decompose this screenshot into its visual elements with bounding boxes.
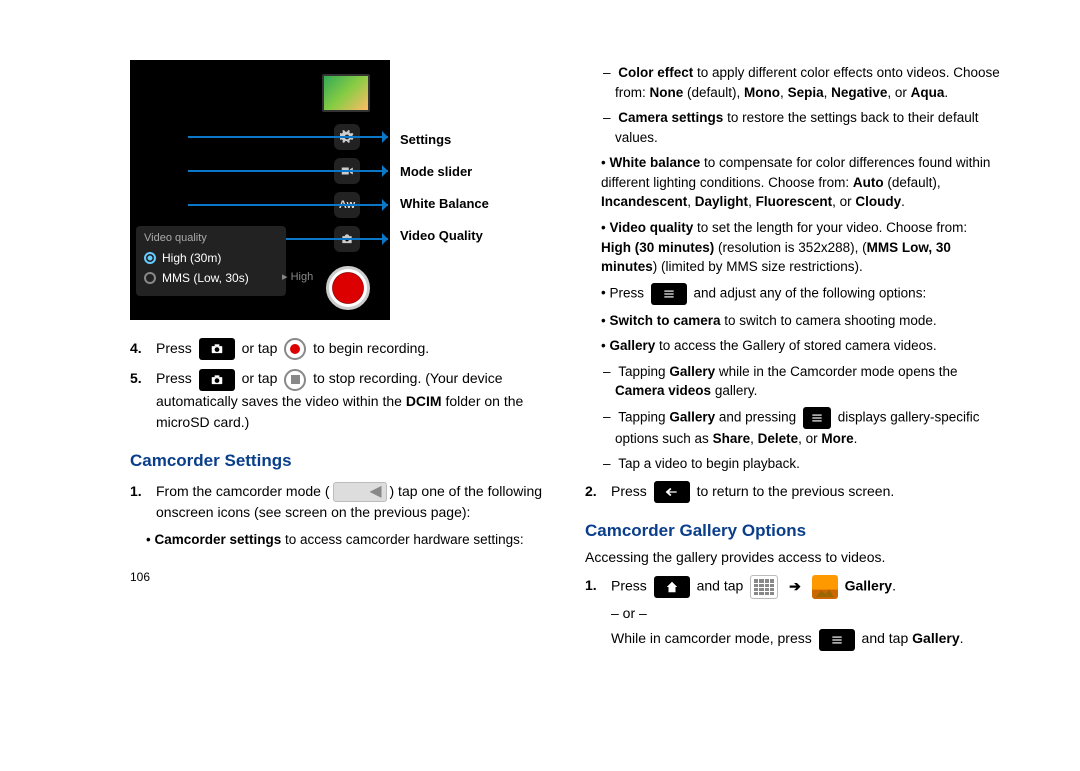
page-number: 106 — [130, 570, 545, 584]
step-1-gallery: 1. Press and tap ➔ Gallery. – or – While… — [585, 575, 1000, 650]
record-icon — [284, 338, 306, 360]
video-quality-tooltip: Video quality High (30m) MMS (Low, 30s) — [136, 226, 286, 296]
tooltip-option: MMS (Low, 30s) — [162, 271, 249, 285]
bullet-video-quality: Video quality to set the length for your… — [585, 218, 1000, 277]
bullet-camcorder-settings: Camcorder settings to access camcorder h… — [130, 530, 545, 550]
record-button — [326, 266, 370, 310]
gallery-app-icon — [812, 575, 838, 599]
callout-white-balance: White Balance — [400, 192, 489, 216]
step-4: 4. Press or tap to begin recording. — [130, 338, 545, 360]
callout-settings: Settings — [400, 128, 489, 152]
tooltip-option: High (30m) — [162, 251, 221, 265]
menu-key-icon — [651, 283, 687, 305]
bullet-tap-video: Tap a video to begin playback. — [585, 454, 1000, 474]
thumbnail-preview — [322, 74, 370, 112]
bullet-tap-gallery-menu: Tapping Gallery and pressing displays ga… — [585, 407, 1000, 449]
bullet-switch-camera: Switch to camera to switch to camera sho… — [585, 311, 1000, 331]
or-separator: – or – — [611, 603, 1000, 624]
section-heading-camcorder-settings: Camcorder Settings — [130, 451, 545, 471]
camera-key-icon — [199, 338, 235, 360]
bullet-gallery: Gallery to access the Gallery of stored … — [585, 336, 1000, 356]
back-key-icon — [654, 481, 690, 503]
callout-mode-slider: Mode slider — [400, 160, 489, 184]
home-key-icon — [654, 576, 690, 598]
bullet-camera-settings: Camera settings to restore the settings … — [585, 108, 1000, 147]
callout-labels: Settings Mode slider White Balance Video… — [400, 60, 489, 248]
leader-line — [188, 170, 388, 172]
camera-key-icon — [199, 369, 235, 391]
mode-slider-icon — [333, 482, 387, 502]
tooltip-title: Video quality — [144, 232, 278, 244]
high-indicator: ▸ High — [282, 270, 313, 283]
bullet-press-menu: Press and adjust any of the following op… — [585, 283, 1000, 305]
bullet-color-effect: Color effect to apply different color ef… — [585, 63, 1000, 102]
step-2-return: 2. Press to return to the previous scree… — [585, 481, 1000, 503]
menu-key-icon — [819, 629, 855, 651]
menu-key-icon — [803, 407, 831, 429]
camcorder-screenshot-figure: Aw Video quality High (30m) MMS (Low, 30… — [130, 60, 545, 320]
step-1-settings: 1. From the camcorder mode () tap one of… — [130, 481, 545, 523]
stop-icon — [284, 369, 306, 391]
gallery-intro-text: Accessing the gallery provides access to… — [585, 549, 1000, 565]
bullet-tap-gallery-open: Tapping Gallery while in the Camcorder m… — [585, 362, 1000, 401]
arrow-icon: ➔ — [789, 576, 801, 597]
apps-grid-icon — [750, 575, 778, 599]
leader-line — [188, 136, 388, 138]
callout-video-quality: Video Quality — [400, 224, 489, 248]
section-heading-gallery-options: Camcorder Gallery Options — [585, 521, 1000, 541]
step-5: 5. Press or tap to stop recording. (Your… — [130, 368, 545, 432]
phone-screenshot: Aw Video quality High (30m) MMS (Low, 30… — [130, 60, 390, 320]
leader-line — [188, 204, 388, 206]
bullet-white-balance: White balance to compensate for color di… — [585, 153, 1000, 212]
